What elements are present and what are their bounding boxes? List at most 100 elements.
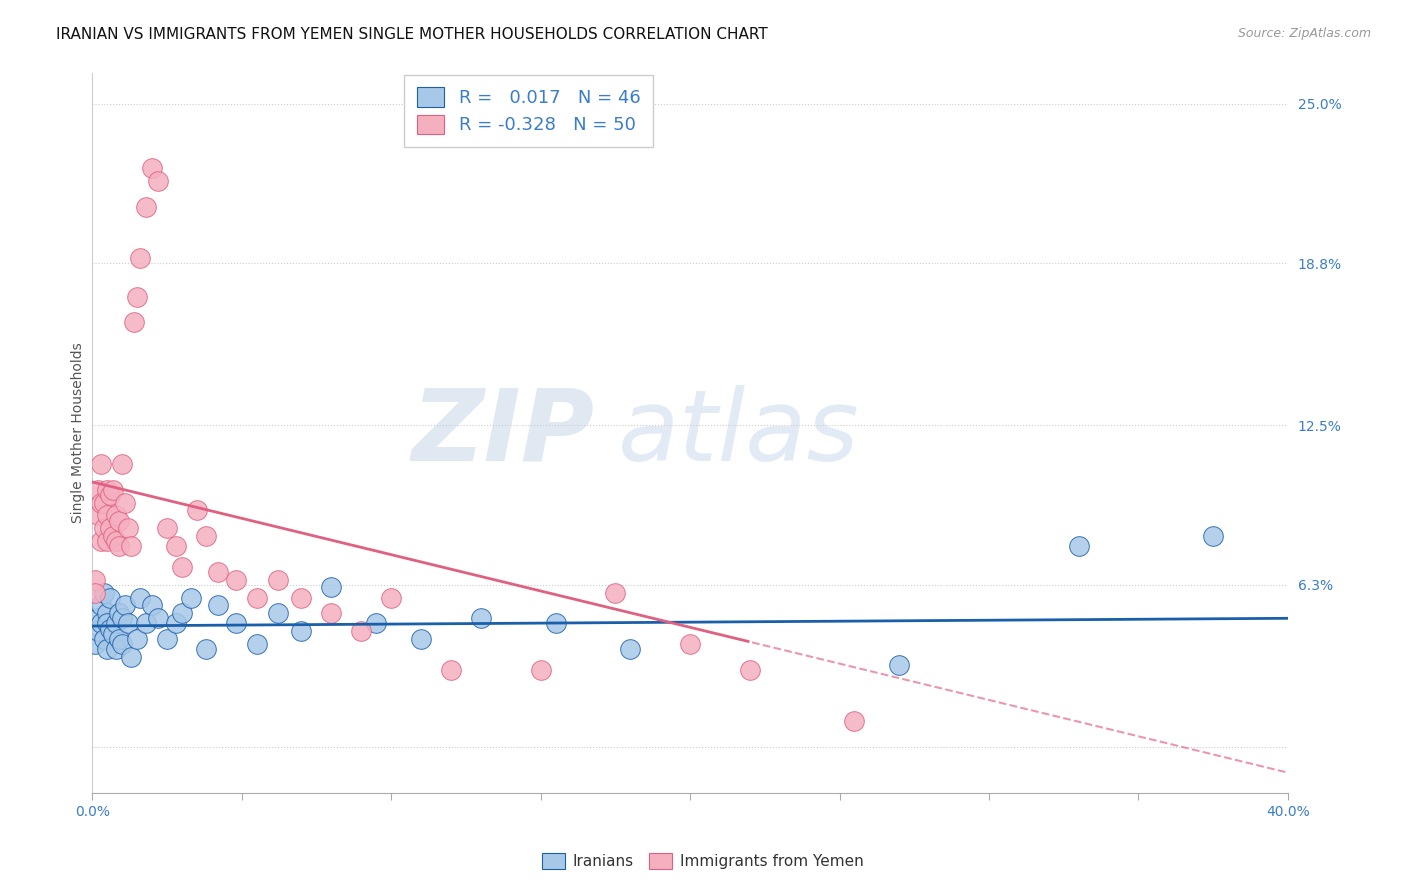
Point xyxy=(90,599,112,613)
Point xyxy=(194,642,217,657)
Point xyxy=(90,457,112,471)
Point xyxy=(225,616,247,631)
Point xyxy=(605,585,627,599)
Point xyxy=(101,626,124,640)
Point xyxy=(129,251,152,265)
Point xyxy=(321,606,343,620)
Point xyxy=(101,529,124,543)
Point xyxy=(180,591,202,605)
Point xyxy=(105,616,128,631)
Point xyxy=(679,637,702,651)
Point xyxy=(135,200,157,214)
Point xyxy=(207,565,229,579)
Point xyxy=(738,663,761,677)
Point xyxy=(87,508,110,523)
Point xyxy=(290,624,312,639)
Point xyxy=(93,521,115,535)
Point xyxy=(98,591,121,605)
Point xyxy=(98,488,121,502)
Point xyxy=(87,483,110,497)
Point xyxy=(156,521,179,535)
Point xyxy=(380,591,402,605)
Legend: R =   0.017   N = 46, R = -0.328   N = 50: R = 0.017 N = 46, R = -0.328 N = 50 xyxy=(405,75,652,147)
Point xyxy=(84,573,107,587)
Point xyxy=(105,508,128,523)
Point xyxy=(186,503,208,517)
Point xyxy=(619,642,641,657)
Point xyxy=(146,174,169,188)
Point xyxy=(96,483,118,497)
Point xyxy=(529,663,551,677)
Point xyxy=(844,714,866,729)
Point xyxy=(84,585,107,599)
Point xyxy=(117,616,139,631)
Point xyxy=(125,632,148,646)
Point xyxy=(170,606,193,620)
Point xyxy=(108,632,131,646)
Point xyxy=(108,606,131,620)
Point xyxy=(141,599,163,613)
Point xyxy=(409,632,432,646)
Point xyxy=(108,539,131,553)
Point xyxy=(111,637,134,651)
Point xyxy=(470,611,492,625)
Point xyxy=(117,521,139,535)
Point xyxy=(440,663,463,677)
Point xyxy=(170,559,193,574)
Point xyxy=(544,616,567,631)
Point xyxy=(194,529,217,543)
Point xyxy=(120,539,142,553)
Point xyxy=(125,290,148,304)
Point xyxy=(96,606,118,620)
Point xyxy=(246,637,269,651)
Point xyxy=(266,606,288,620)
Point xyxy=(207,599,229,613)
Point xyxy=(101,483,124,497)
Point xyxy=(93,585,115,599)
Point xyxy=(165,539,187,553)
Point xyxy=(111,611,134,625)
Point xyxy=(129,591,152,605)
Point xyxy=(146,611,169,625)
Text: atlas: atlas xyxy=(619,384,860,482)
Point xyxy=(90,616,112,631)
Point xyxy=(96,508,118,523)
Point xyxy=(366,616,388,631)
Point xyxy=(156,632,179,646)
Point xyxy=(96,534,118,549)
Point xyxy=(84,637,107,651)
Y-axis label: Single Mother Households: Single Mother Households xyxy=(72,343,86,524)
Text: IRANIAN VS IMMIGRANTS FROM YEMEN SINGLE MOTHER HOUSEHOLDS CORRELATION CHART: IRANIAN VS IMMIGRANTS FROM YEMEN SINGLE … xyxy=(56,27,768,42)
Point xyxy=(108,514,131,528)
Point xyxy=(350,624,373,639)
Point xyxy=(114,495,136,509)
Point xyxy=(246,591,269,605)
Point xyxy=(96,642,118,657)
Point xyxy=(135,616,157,631)
Point xyxy=(266,573,288,587)
Point xyxy=(114,599,136,613)
Text: ZIP: ZIP xyxy=(412,384,595,482)
Point xyxy=(141,161,163,176)
Point xyxy=(1067,539,1090,553)
Point xyxy=(290,591,312,605)
Point xyxy=(321,581,343,595)
Point xyxy=(87,611,110,625)
Point xyxy=(105,534,128,549)
Point xyxy=(90,534,112,549)
Point xyxy=(93,632,115,646)
Point xyxy=(120,649,142,664)
Point xyxy=(225,573,247,587)
Point xyxy=(98,622,121,636)
Point xyxy=(889,657,911,672)
Point xyxy=(1202,529,1225,543)
Point xyxy=(111,457,134,471)
Point xyxy=(122,316,145,330)
Point xyxy=(93,495,115,509)
Point xyxy=(90,495,112,509)
Point xyxy=(165,616,187,631)
Point xyxy=(96,616,118,631)
Point xyxy=(105,642,128,657)
Point xyxy=(98,521,121,535)
Point xyxy=(87,624,110,639)
